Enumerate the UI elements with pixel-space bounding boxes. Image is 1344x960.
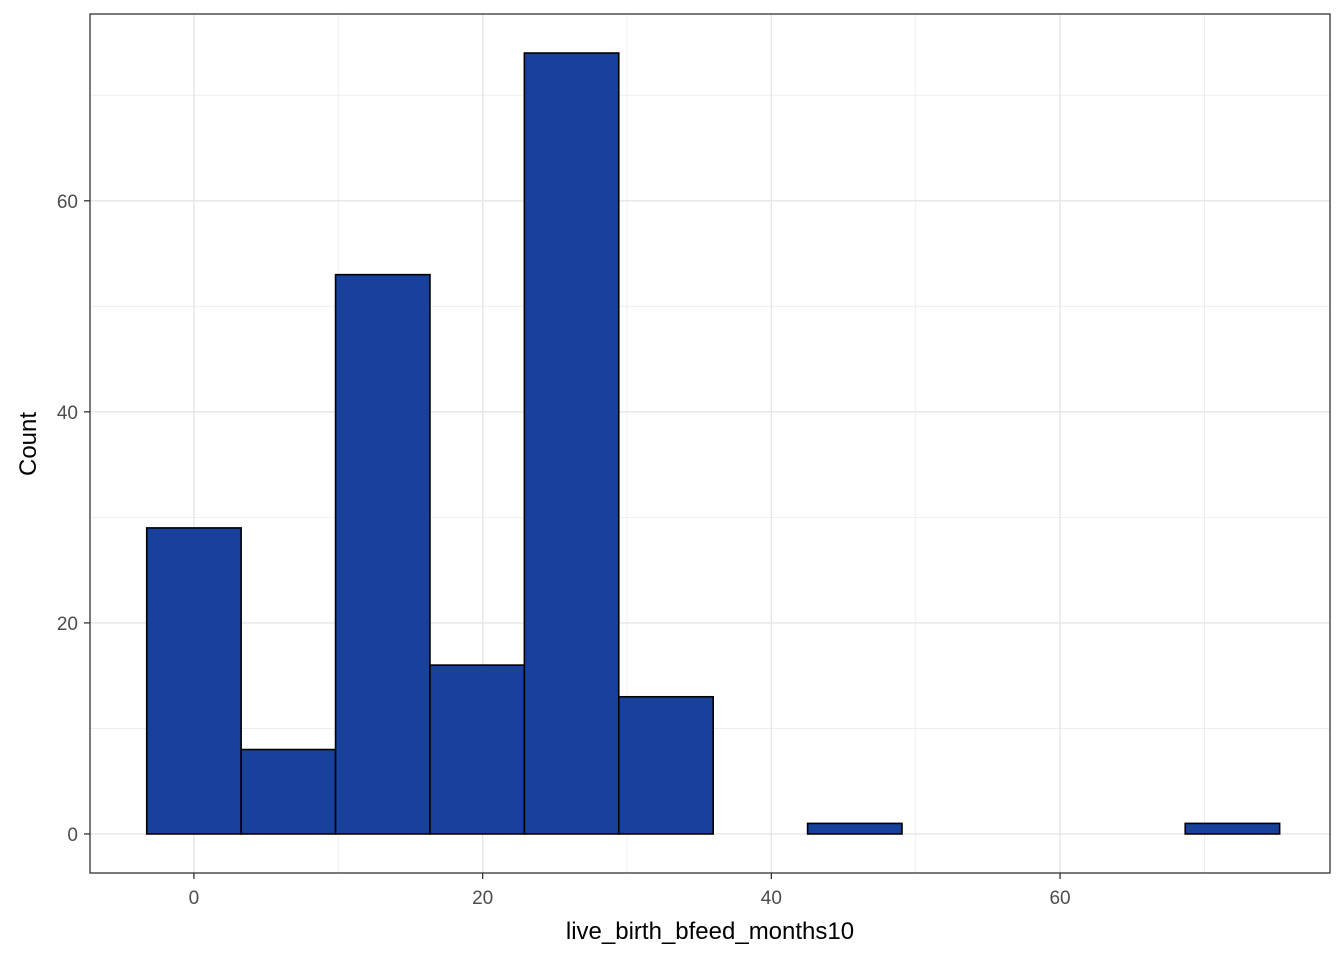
- y-tick-label: 0: [67, 825, 78, 846]
- y-tick-label: 20: [57, 614, 78, 635]
- histogram-bar: [240, 748, 337, 835]
- histogram-bar: [1184, 822, 1281, 835]
- x-axis: 0 20 40 60: [189, 873, 1071, 909]
- histogram-bar: [334, 273, 431, 835]
- y-tick-label: 60: [57, 192, 78, 213]
- histogram-bar: [523, 52, 620, 835]
- x-tick-label: 60: [1049, 888, 1070, 909]
- histogram-bar: [806, 822, 903, 835]
- x-tick-label: 0: [189, 888, 200, 909]
- plot-panel-border: [89, 13, 1331, 874]
- histogram-bar: [145, 527, 242, 835]
- x-axis-title: live_birth_bfeed_months10: [566, 918, 854, 945]
- y-axis-title: Count: [15, 412, 42, 476]
- histogram-bar: [617, 695, 714, 835]
- x-tick-label: 40: [761, 888, 782, 909]
- histogram-bar: [429, 664, 526, 835]
- minor-gridlines: [90, 14, 1330, 873]
- x-tick-label: 20: [472, 888, 493, 909]
- y-tick-label: 40: [57, 403, 78, 424]
- y-axis: 0 20 40 60: [57, 192, 90, 846]
- histogram-bars: [145, 52, 1281, 835]
